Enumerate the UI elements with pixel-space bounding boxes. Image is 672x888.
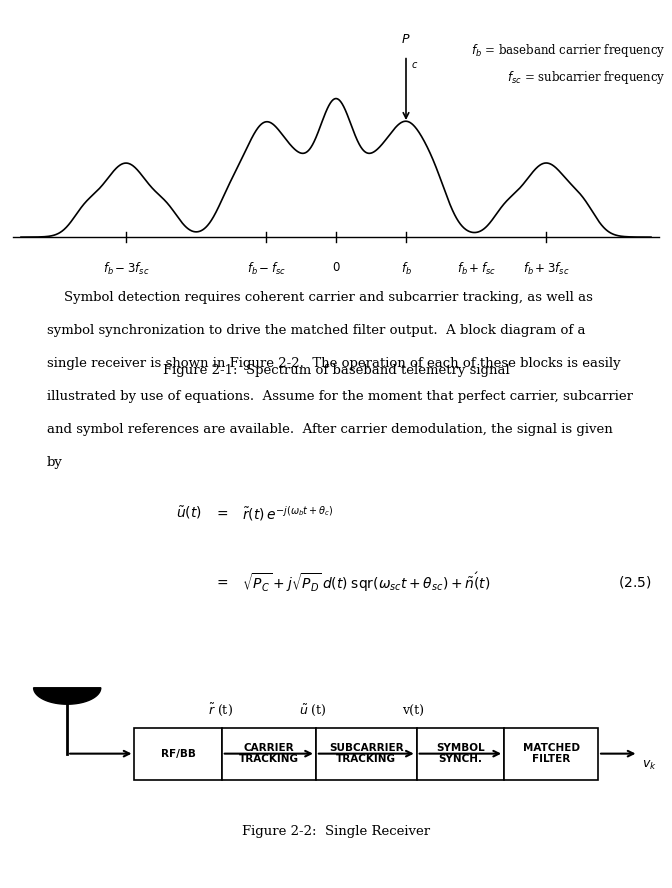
Text: Figure 2-2:  Single Receiver: Figure 2-2: Single Receiver <box>242 825 430 838</box>
Text: Symbol detection requires coherent carrier and subcarrier tracking, as well as: Symbol detection requires coherent carri… <box>47 290 593 304</box>
Text: $f_b - 3f_{sc}$: $f_b - 3f_{sc}$ <box>103 261 149 277</box>
Text: and symbol references are available.  After carrier demodulation, the signal is : and symbol references are available. Aft… <box>47 423 613 436</box>
FancyBboxPatch shape <box>316 728 417 780</box>
Text: symbol synchronization to drive the matched filter output.  A block diagram of a: symbol synchronization to drive the matc… <box>47 323 585 337</box>
FancyBboxPatch shape <box>222 728 316 780</box>
Text: $\sqrt{P_C} + j\sqrt{P_D}\, d(t)\; \mathrm{sqr}(\omega_{sc}t + \theta_{sc}) + \t: $\sqrt{P_C} + j\sqrt{P_D}\, d(t)\; \math… <box>242 570 491 593</box>
Text: $=$: $=$ <box>214 575 229 589</box>
Text: $f_b$ = baseband carrier frequency: $f_b$ = baseband carrier frequency <box>470 43 665 59</box>
Text: $\tilde{r}$ (t): $\tilde{r}$ (t) <box>208 702 233 718</box>
Text: v(t): v(t) <box>403 705 424 718</box>
Polygon shape <box>34 687 101 704</box>
Text: $c$: $c$ <box>411 59 418 70</box>
Text: single receiver is shown in Figure 2-2.  The operation of each of these blocks i: single receiver is shown in Figure 2-2. … <box>47 357 621 369</box>
Text: CARRIER
TRACKING: CARRIER TRACKING <box>239 743 299 765</box>
FancyBboxPatch shape <box>504 728 598 780</box>
Text: $P$: $P$ <box>401 33 411 46</box>
Text: $\tilde{u}(t)$: $\tilde{u}(t)$ <box>176 505 202 521</box>
Text: $f_b$: $f_b$ <box>401 261 411 277</box>
Text: $f_b + 3f_{sc}$: $f_b + 3f_{sc}$ <box>523 261 569 277</box>
Text: $f_b + f_{sc}$: $f_b + f_{sc}$ <box>456 261 495 277</box>
FancyBboxPatch shape <box>134 728 222 780</box>
Text: by: by <box>47 456 63 469</box>
Text: $\tilde{u}$ (t): $\tilde{u}$ (t) <box>298 702 327 718</box>
Text: illustrated by use of equations.  Assume for the moment that perfect carrier, su: illustrated by use of equations. Assume … <box>47 390 633 402</box>
Text: $f_b - f_{sc}$: $f_b - f_{sc}$ <box>247 261 286 277</box>
Text: Figure 2-1:  Spectrum of baseband telemetry signal: Figure 2-1: Spectrum of baseband telemet… <box>163 364 509 377</box>
Text: $v_k$: $v_k$ <box>642 759 657 772</box>
Text: $(2.5)$: $(2.5)$ <box>618 574 652 590</box>
Text: SUBCARRIER
TRACKING: SUBCARRIER TRACKING <box>329 743 404 765</box>
Text: $\tilde{r}(t)\, e^{-j(\omega_b t+\theta_c)}$: $\tilde{r}(t)\, e^{-j(\omega_b t+\theta_… <box>242 503 333 523</box>
Text: MATCHED
FILTER: MATCHED FILTER <box>523 743 579 765</box>
Text: $=$: $=$ <box>214 506 229 520</box>
FancyBboxPatch shape <box>417 728 504 780</box>
Text: RF/BB: RF/BB <box>161 749 196 758</box>
Text: $f_{sc}$ = subcarrier frequency: $f_{sc}$ = subcarrier frequency <box>507 69 665 86</box>
Text: SYMBOL
SYNCH.: SYMBOL SYNCH. <box>436 743 485 765</box>
Text: $0$: $0$ <box>332 261 340 274</box>
